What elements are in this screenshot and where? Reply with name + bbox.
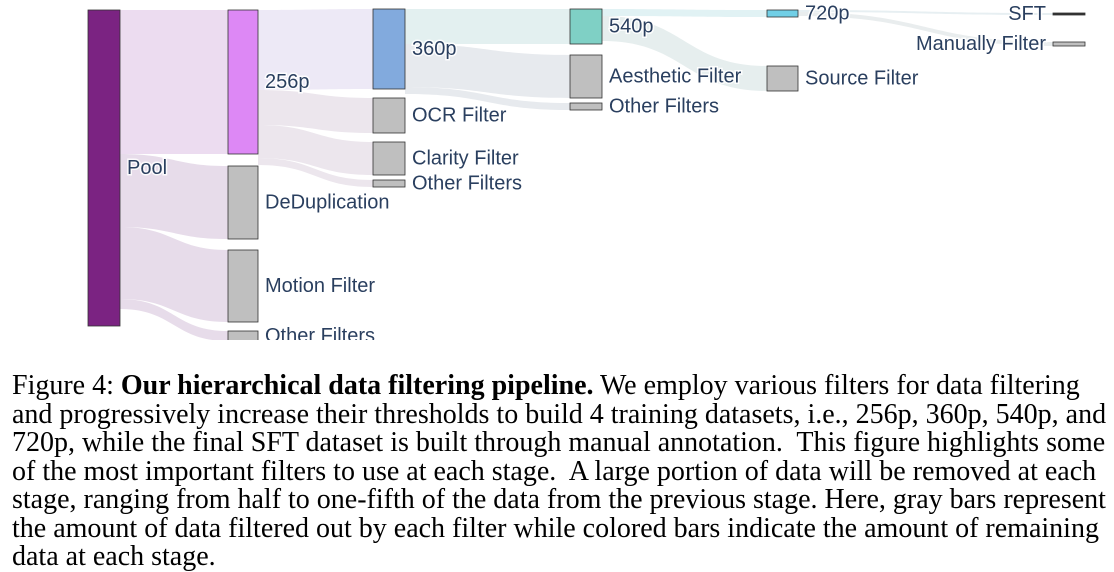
svg-text:256p: 256p: [265, 71, 310, 93]
svg-text:SFT: SFT: [1008, 3, 1046, 25]
svg-text:Other Filters: Other Filters: [412, 173, 522, 195]
svg-text:Other Filters: Other Filters: [265, 325, 375, 340]
svg-text:720p: 720p: [805, 3, 850, 25]
svg-text:Source Filter: Source Filter: [805, 68, 919, 90]
svg-text:OCR Filter: OCR Filter: [412, 105, 507, 127]
svg-text:Aesthetic Filter: Aesthetic Filter: [609, 66, 742, 88]
svg-text:540p: 540p: [609, 16, 654, 38]
svg-text:Pool: Pool: [127, 157, 167, 179]
svg-text:Motion Filter: Motion Filter: [265, 275, 375, 297]
svg-text:Other Filters: Other Filters: [609, 96, 719, 118]
svg-text:Manually Filter: Manually Filter: [916, 33, 1046, 55]
svg-text:360p: 360p: [412, 38, 457, 60]
svg-text:Clarity Filter: Clarity Filter: [412, 148, 519, 170]
svg-text:DeDuplication: DeDuplication: [265, 192, 390, 214]
